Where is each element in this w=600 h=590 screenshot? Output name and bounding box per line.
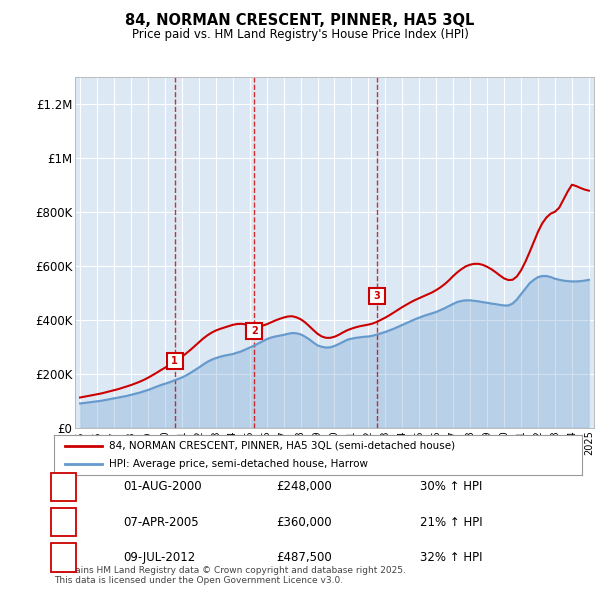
Text: 01-AUG-2000: 01-AUG-2000 (123, 480, 202, 493)
Text: 84, NORMAN CRESCENT, PINNER, HA5 3QL: 84, NORMAN CRESCENT, PINNER, HA5 3QL (125, 13, 475, 28)
Text: 3: 3 (374, 291, 380, 301)
Text: 21% ↑ HPI: 21% ↑ HPI (420, 516, 482, 529)
Text: £487,500: £487,500 (276, 551, 332, 564)
Text: Contains HM Land Registry data © Crown copyright and database right 2025.
This d: Contains HM Land Registry data © Crown c… (54, 566, 406, 585)
Text: 1: 1 (172, 356, 178, 366)
Text: £248,000: £248,000 (276, 480, 332, 493)
Text: Price paid vs. HM Land Registry's House Price Index (HPI): Price paid vs. HM Land Registry's House … (131, 28, 469, 41)
Text: 1: 1 (59, 480, 68, 493)
Text: 09-JUL-2012: 09-JUL-2012 (123, 551, 195, 564)
Text: 3: 3 (59, 551, 68, 564)
Text: 07-APR-2005: 07-APR-2005 (123, 516, 199, 529)
Text: 2: 2 (251, 326, 257, 336)
Text: 32% ↑ HPI: 32% ↑ HPI (420, 551, 482, 564)
Text: 30% ↑ HPI: 30% ↑ HPI (420, 480, 482, 493)
Text: HPI: Average price, semi-detached house, Harrow: HPI: Average price, semi-detached house,… (109, 459, 368, 469)
Text: 84, NORMAN CRESCENT, PINNER, HA5 3QL (semi-detached house): 84, NORMAN CRESCENT, PINNER, HA5 3QL (se… (109, 441, 455, 451)
Text: 2: 2 (59, 516, 68, 529)
Text: £360,000: £360,000 (276, 516, 332, 529)
